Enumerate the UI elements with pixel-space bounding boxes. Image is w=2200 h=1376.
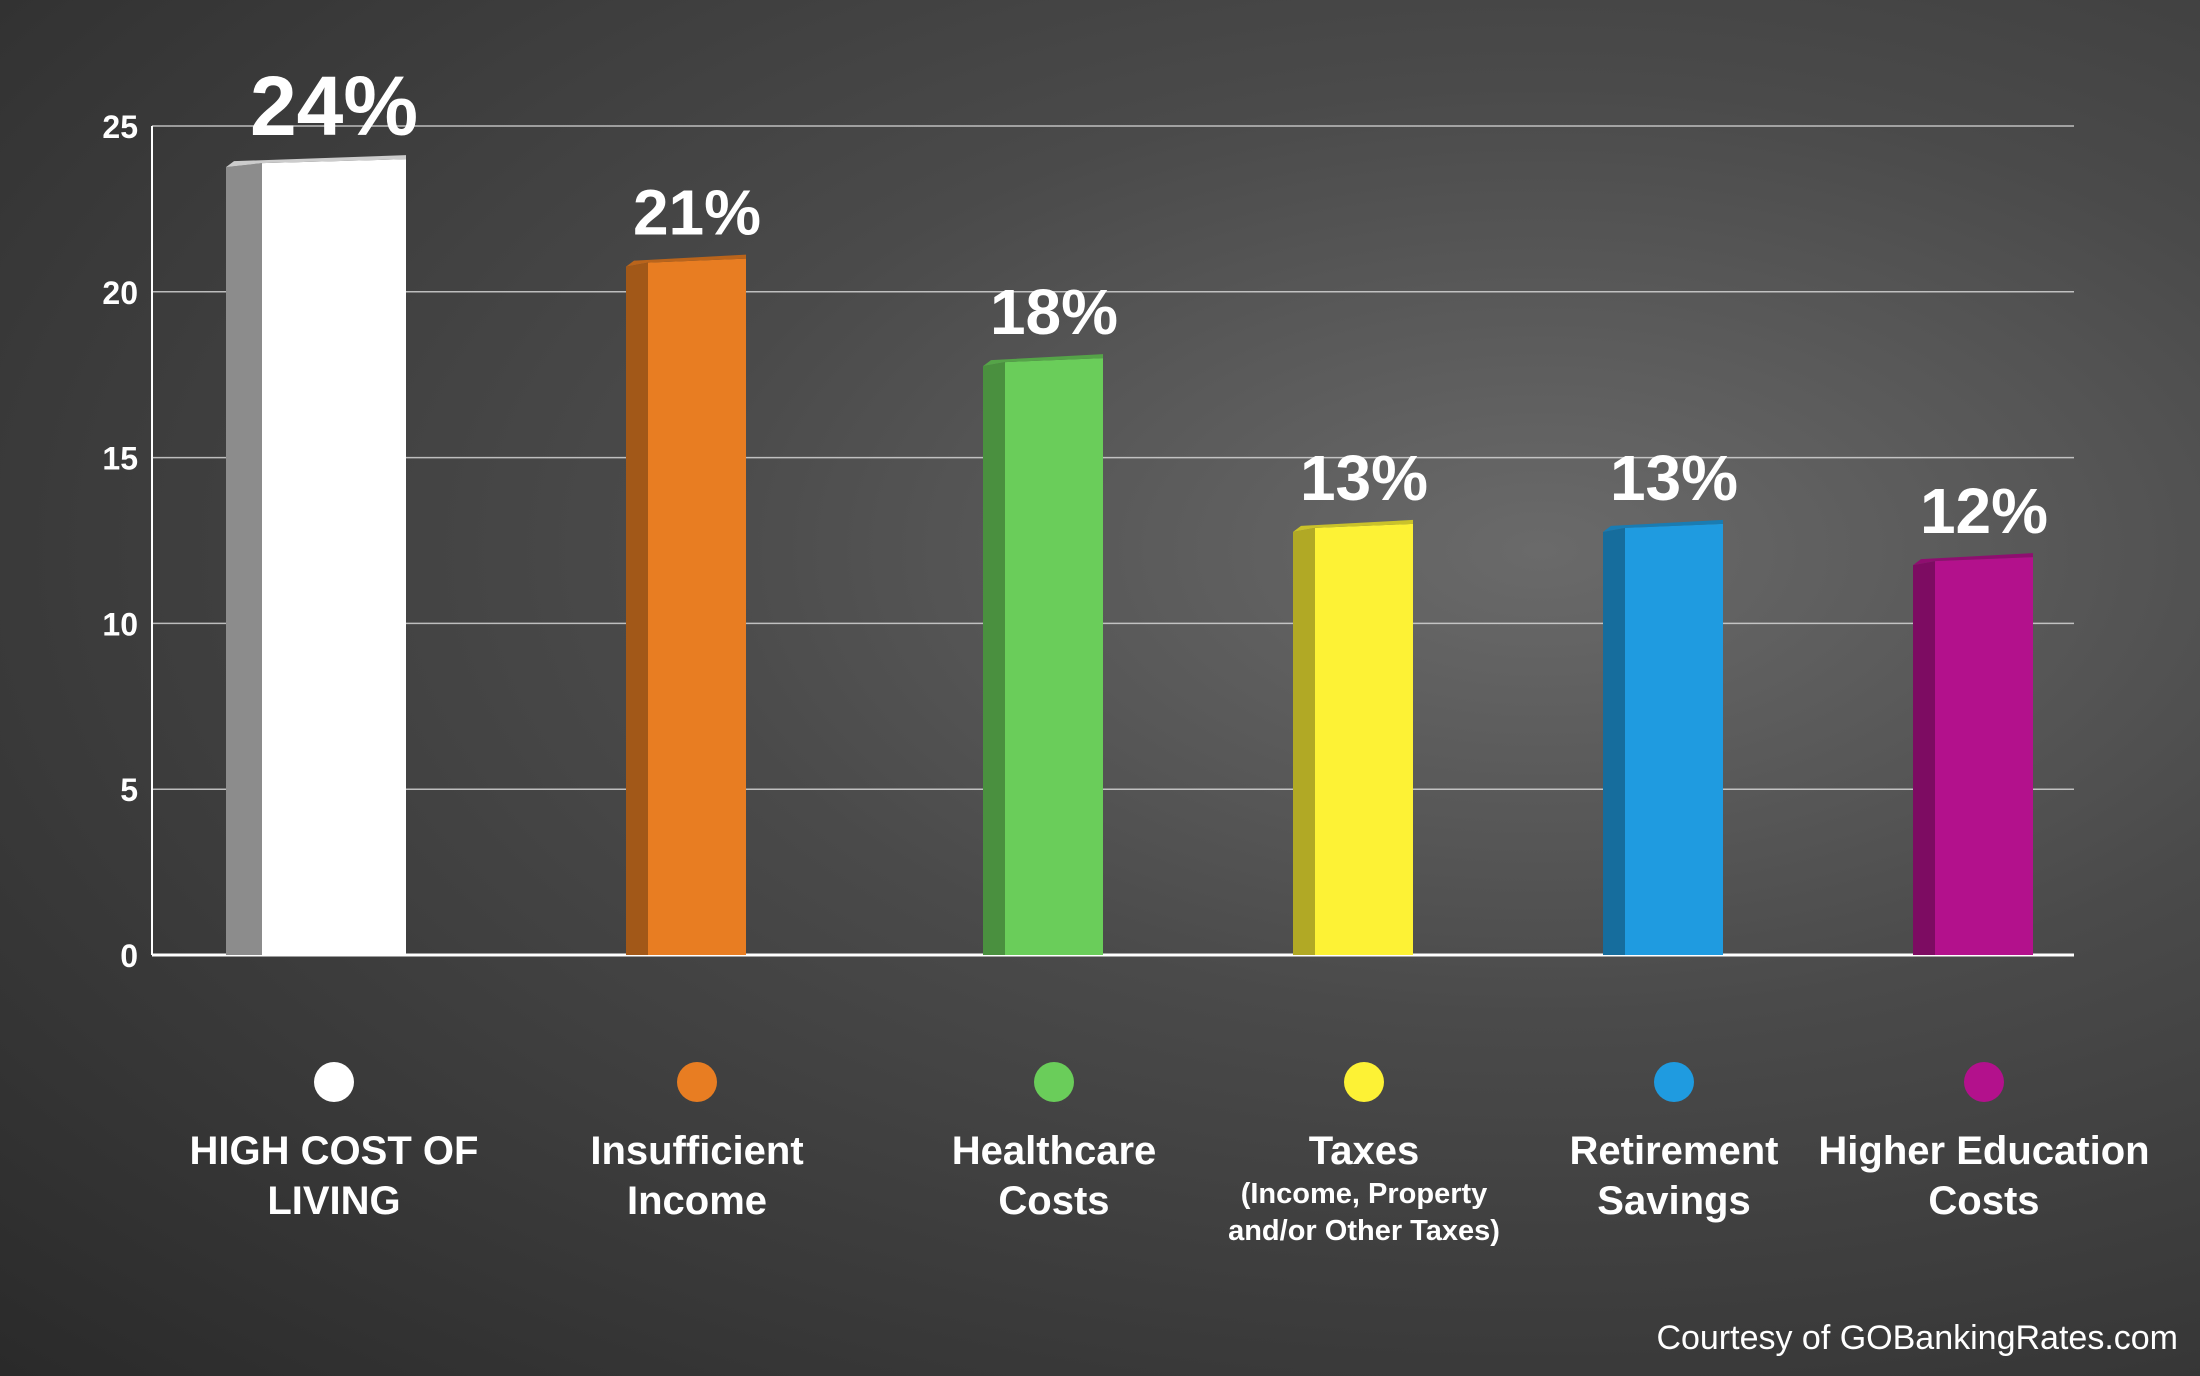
legend-dot	[677, 1062, 717, 1102]
y-tick-label: 10	[102, 606, 138, 642]
data-label: 13%	[1610, 442, 1738, 514]
data-label: 13%	[1300, 442, 1428, 514]
legend-dot	[314, 1062, 354, 1102]
bar-top	[226, 155, 406, 168]
legend-dot	[1344, 1062, 1384, 1102]
bar-side	[626, 262, 648, 955]
category-label: Higher Education Costs	[1818, 1129, 2150, 1223]
legend-dot	[1964, 1062, 2004, 1102]
y-tick-label: 25	[102, 109, 138, 145]
data-label: 12%	[1920, 475, 2048, 547]
y-tick-label: 20	[102, 275, 138, 311]
data-label: 21%	[633, 177, 761, 249]
bar-top	[983, 354, 1103, 367]
category-label: HIGH COST OF LIVING	[189, 1129, 479, 1223]
source: Courtesy of GOBankingRates.com	[1656, 1319, 2178, 1357]
bar-side	[1913, 561, 1935, 955]
legend-dot	[1034, 1062, 1074, 1102]
bar	[262, 159, 406, 955]
bar-side	[983, 362, 1005, 955]
y-tick-label: 5	[120, 772, 138, 808]
y-tick-label: 0	[120, 938, 138, 974]
bar	[1625, 523, 1723, 955]
bar	[1935, 557, 2033, 955]
legend-dot	[1654, 1062, 1694, 1102]
category-label: Taxes	[1308, 1129, 1420, 1173]
category-label: Insufficient Income	[590, 1129, 804, 1223]
bar	[1315, 523, 1413, 955]
data-label: 18%	[990, 276, 1118, 348]
bar-top	[1913, 553, 2033, 566]
y-tick-label: 15	[102, 441, 138, 477]
category-label: Retirement Savings	[1569, 1129, 1779, 1223]
bar-side	[1603, 527, 1625, 955]
category-label: Healthcare Costs	[951, 1129, 1157, 1223]
bar-side	[226, 163, 262, 955]
bar-side	[1293, 527, 1315, 955]
bar	[1005, 358, 1103, 955]
bar-top	[626, 254, 746, 267]
bar-top	[1603, 519, 1723, 532]
data-label: 24%	[250, 59, 418, 153]
bar	[648, 258, 746, 955]
bar-top	[1293, 519, 1413, 532]
category-note: (Income, Property and/or Other Taxes)	[1228, 1178, 1500, 1247]
